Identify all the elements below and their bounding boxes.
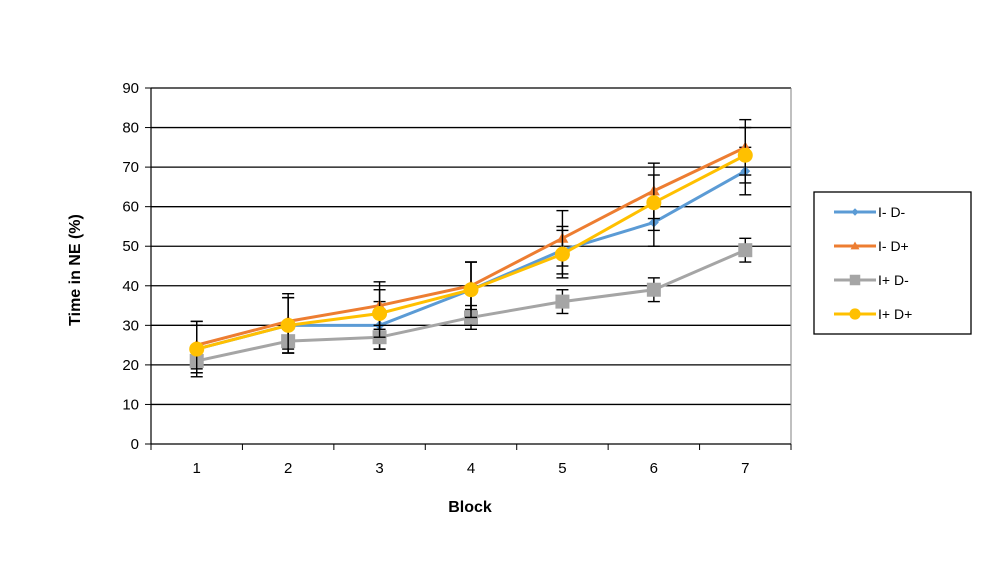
x-tick-label-7: 7 — [741, 460, 749, 477]
series-2 — [190, 118, 752, 370]
legend-label-1: I- D- — [878, 204, 906, 220]
legend-marker-2 — [850, 241, 860, 250]
data-point-4-4 — [463, 282, 479, 298]
data-point-3-5 — [555, 294, 570, 309]
data-point-3-7 — [738, 243, 753, 258]
legend-label-3: I+ D- — [878, 272, 909, 288]
legend-item-1: I- D- — [834, 204, 906, 220]
y-tick-label-20: 20 — [122, 357, 139, 374]
x-tick-label-4: 4 — [467, 460, 475, 477]
y-tick-label-40: 40 — [122, 278, 139, 295]
y-tick-label-10: 10 — [122, 396, 139, 413]
data-point-4-7 — [737, 147, 753, 163]
legend-item-4: I+ D+ — [834, 306, 912, 322]
axes: 0 10 20 30 40 50 60 70 80 90 1 2 3 4 5 6 7 — [122, 80, 792, 477]
legend-label-4: I+ D+ — [878, 306, 912, 322]
x-tick-label-1: 1 — [193, 460, 201, 477]
x-axis-title: Block — [448, 499, 492, 516]
legend-box — [813, 191, 972, 335]
x-tick-label-5: 5 — [558, 460, 566, 477]
y-axis-title: Time in NE (%) — [67, 214, 84, 326]
data-point-4-6 — [646, 195, 662, 211]
x-tick-label-6: 6 — [650, 460, 658, 477]
legend-marker-3 — [849, 274, 861, 286]
legend: I- D- I- D+ I+ D- I+ D+ — [813, 191, 972, 335]
y-tick-label-50: 50 — [122, 238, 139, 255]
y-tick-label-90: 90 — [122, 80, 139, 97]
legend-item-3: I+ D- — [834, 272, 909, 288]
series-group — [189, 118, 753, 378]
y-tick-label-60: 60 — [122, 199, 139, 216]
legend-item-2: I- D+ — [834, 238, 909, 254]
y-tick-label-80: 80 — [122, 120, 139, 137]
data-point-4-3 — [372, 305, 388, 321]
y-tick-label-70: 70 — [122, 159, 139, 176]
x-tick-label-3: 3 — [375, 460, 383, 477]
legend-marker-4 — [849, 308, 861, 320]
x-tick-label-2: 2 — [284, 460, 292, 477]
data-point-3-6 — [646, 282, 661, 297]
data-point-4-2 — [280, 317, 296, 333]
legend-label-2: I- D+ — [878, 238, 909, 254]
data-point-4-1 — [189, 341, 205, 357]
y-tick-label-30: 30 — [122, 317, 139, 334]
legend-marker-1 — [851, 208, 859, 216]
data-point-4-5 — [554, 246, 570, 262]
series-4 — [189, 126, 753, 374]
y-tick-label-0: 0 — [131, 436, 139, 453]
gridlines — [151, 87, 791, 406]
